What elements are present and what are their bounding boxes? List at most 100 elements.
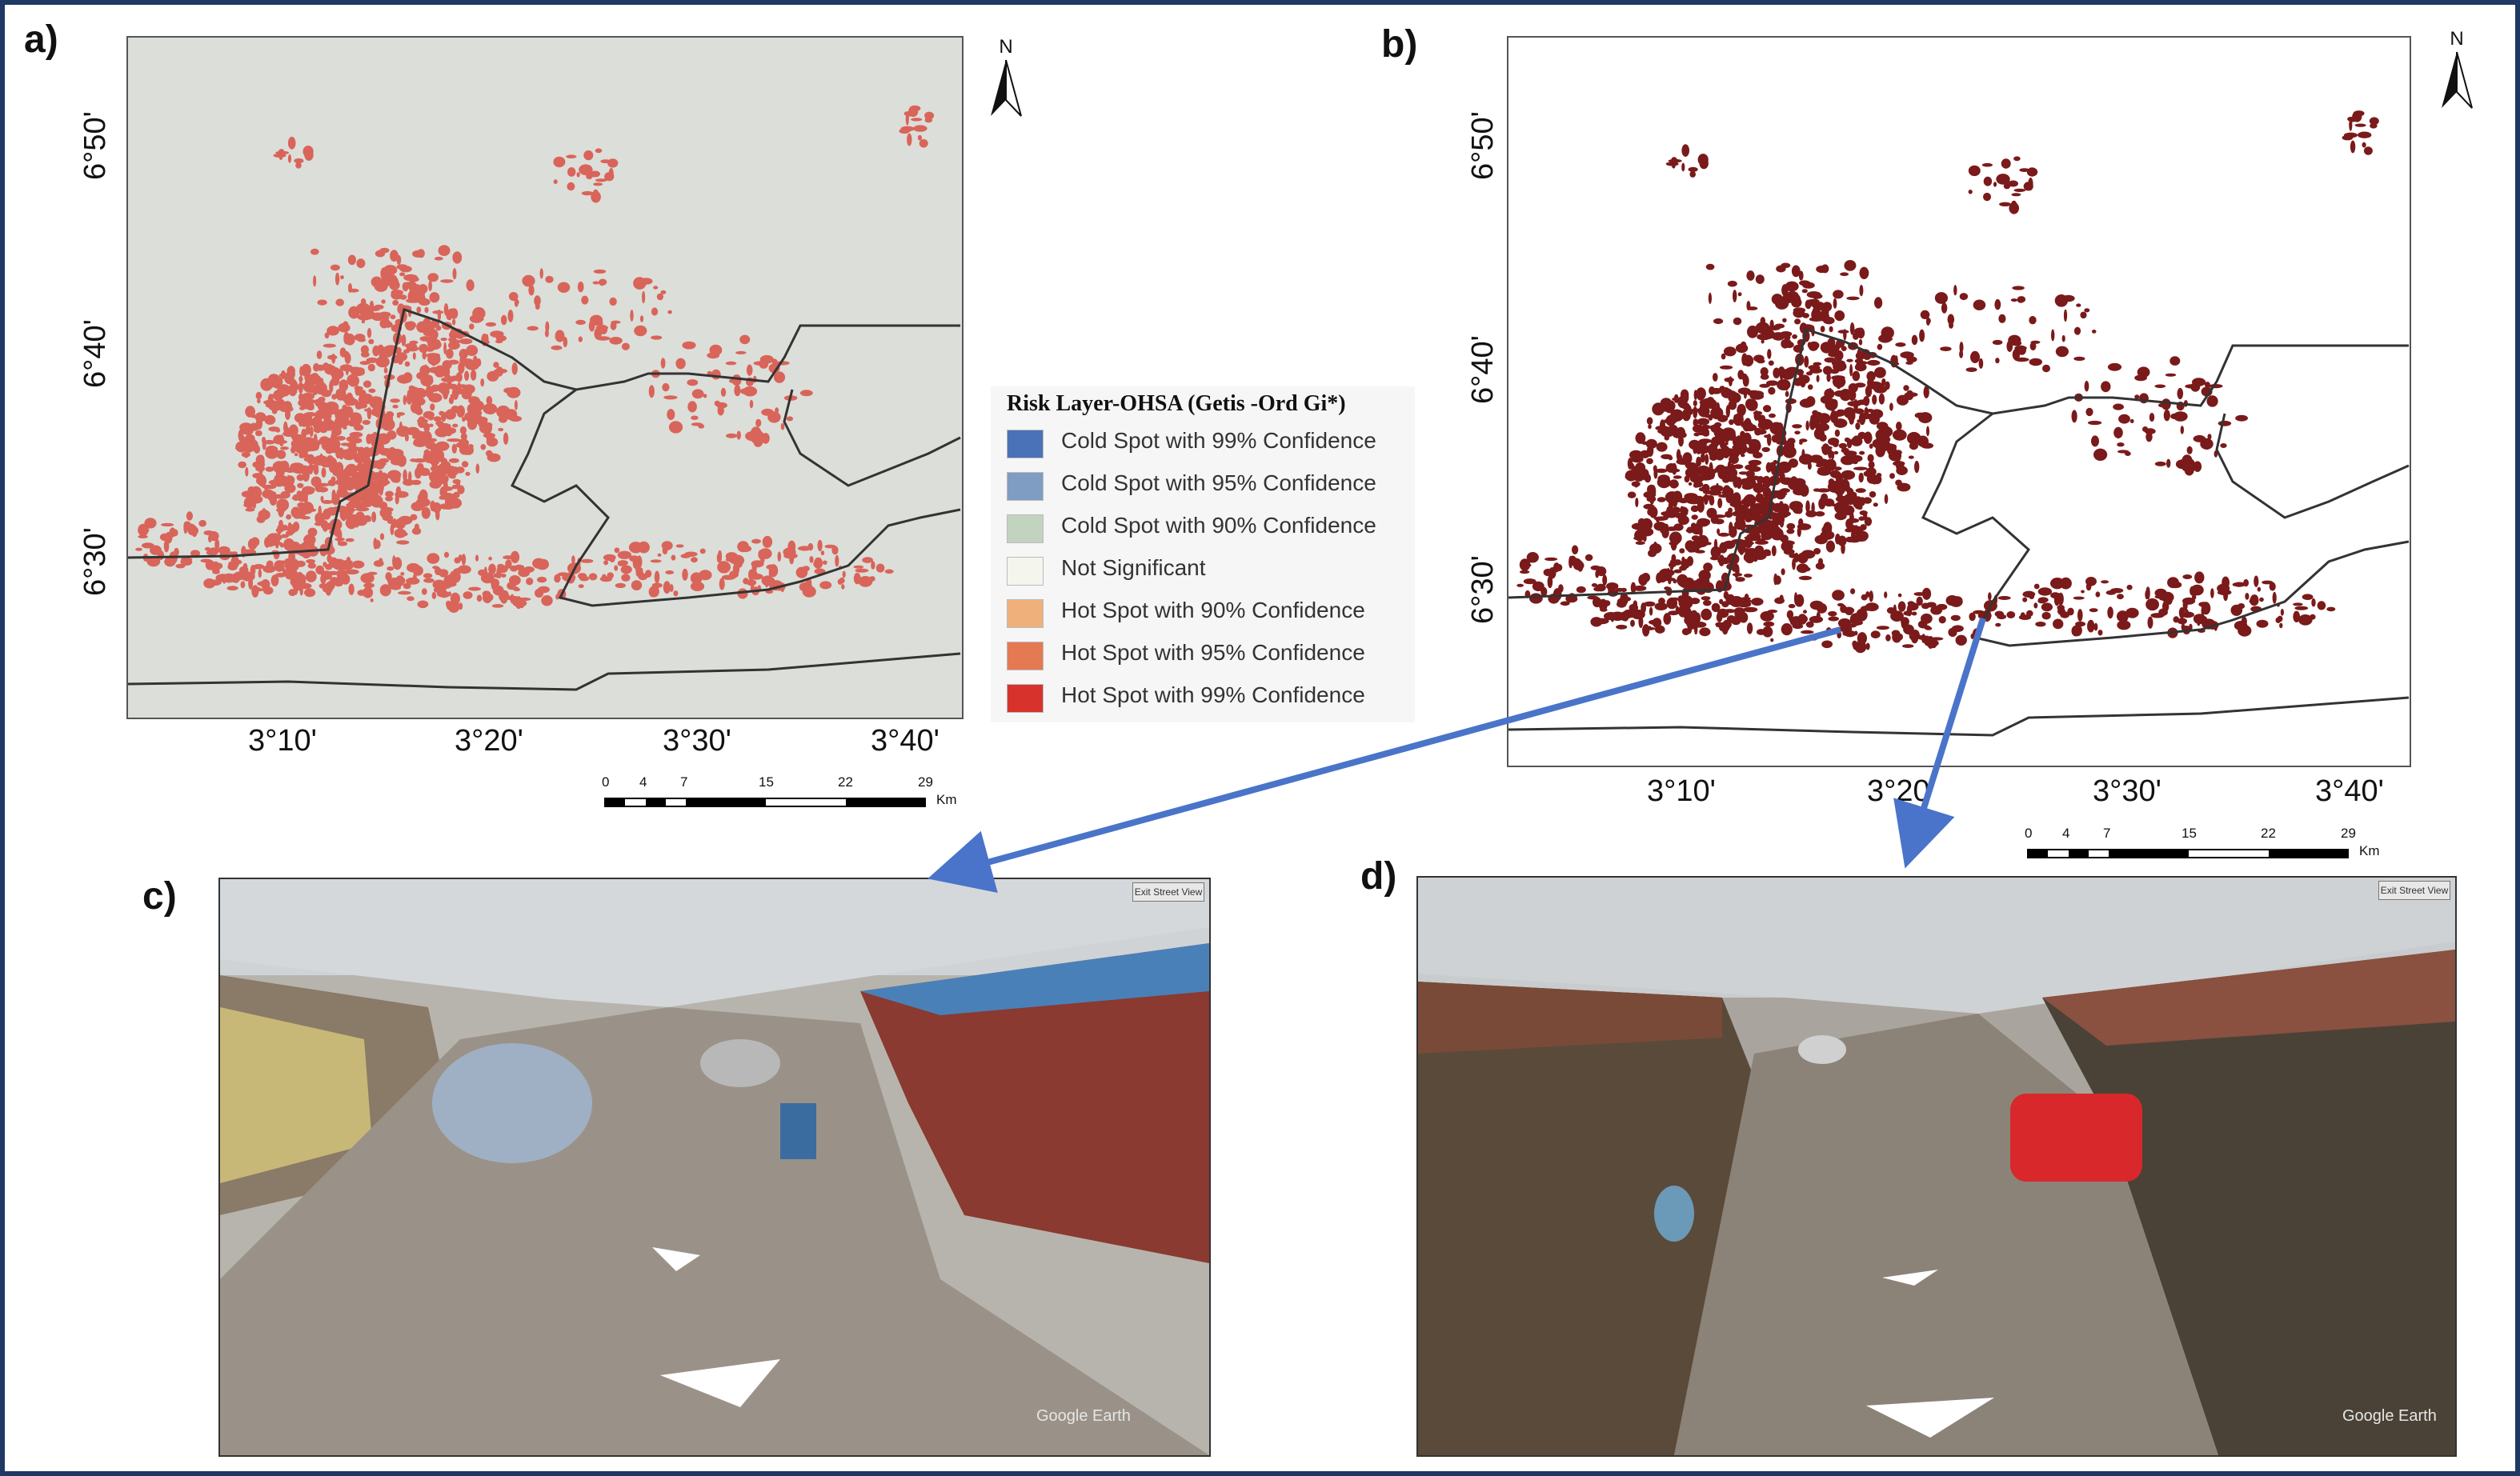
hotspot-patch: [599, 325, 608, 334]
hotspot-patch: [2166, 594, 2173, 605]
hotspot-patch: [448, 458, 459, 463]
hotspot-patch: [1809, 635, 1818, 641]
hotspot-patch: [1948, 627, 1957, 638]
hotspot-patch: [1805, 621, 1814, 628]
hotspot-patch: [1668, 424, 1679, 435]
hotspot-patch: [1911, 334, 1918, 346]
hotspot-patch: [607, 572, 614, 579]
hotspot-patch: [290, 438, 305, 450]
hotspot-patch: [301, 418, 315, 427]
lat-tick-a-2: 6°30': [78, 527, 112, 596]
hotspot-patch: [691, 422, 703, 426]
hotspot-patch: [1710, 546, 1721, 558]
hotspot-patch: [1845, 611, 1853, 616]
hotspot-patch: [445, 493, 457, 502]
hotspot-patch: [1738, 471, 1749, 475]
hotspot-patch: [653, 286, 659, 290]
hotspot-patch: [421, 506, 431, 519]
hotspot-patch: [417, 418, 428, 423]
hotspot-patch: [1693, 400, 1697, 407]
hotspot-patch: [2317, 601, 2326, 610]
hotspot-patch: [488, 563, 496, 574]
hotspot-patch: [726, 433, 737, 438]
hotspot-patch: [671, 554, 676, 561]
hotspot-patch: [419, 336, 432, 342]
hotspot-patch: [278, 519, 283, 529]
legend-item: Hot Spot with 95% Confidence: [999, 635, 1415, 672]
hotspot-patch: [2022, 597, 2028, 602]
legend-label: Hot Spot with 90% Confidence: [1061, 598, 1365, 622]
hotspot-patch: [298, 418, 303, 427]
hotspot-patch: [271, 409, 278, 414]
hotspot-patch: [1873, 502, 1878, 507]
hotspot-patch: [591, 190, 601, 203]
hotspot-patch: [2294, 606, 2309, 610]
hotspot-patch: [297, 502, 306, 508]
hotspot-patch: [575, 319, 586, 325]
hotspot-patch: [2081, 590, 2085, 594]
hotspot-patch: [1716, 402, 1721, 414]
hotspot-patch: [1692, 424, 1705, 433]
hotspot-patch: [2353, 110, 2365, 117]
exit-street-view-button[interactable]: Exit Street View: [1132, 882, 1204, 902]
map-legend: Risk Layer-OHSA (Getis -Ord Gi*) Cold Sp…: [991, 386, 1415, 722]
hotspot-patch: [1547, 575, 1553, 589]
hotspot-patch: [282, 452, 286, 458]
legend-swatch: [1007, 430, 1044, 458]
hotspot-patch: [1797, 614, 1807, 625]
hotspot-patch: [190, 550, 200, 557]
hotspot-patch: [1773, 459, 1778, 465]
hotspot-patch: [1872, 474, 1882, 485]
hotspot-patch: [1781, 568, 1785, 575]
hotspot-patch: [1930, 641, 1937, 649]
hotspot-patch: [448, 341, 460, 350]
hotspot-map-a[interactable]: [126, 36, 964, 719]
hotspot-patch: [345, 538, 355, 542]
hotspot-patch: [344, 569, 359, 575]
panel-label-c: c): [142, 875, 177, 918]
hotspot-patch: [335, 462, 344, 474]
hotspot-patch: [303, 412, 317, 417]
lon-tick-a-3: 3°40': [871, 724, 939, 758]
hotspot-patch: [819, 581, 832, 590]
hotspot-patch: [287, 487, 294, 492]
hotspot-patch: [1884, 494, 1889, 504]
street-view-photo-d[interactable]: Exit Street View Google Earth: [1416, 876, 2457, 1457]
hotspot-patch: [858, 576, 873, 587]
hotspot-patch: [2055, 346, 2069, 358]
hotspot-patch: [1725, 431, 1729, 445]
hotspot-patch: [680, 554, 691, 558]
hotspot-patch: [1532, 581, 1544, 592]
hotspot-patch: [313, 466, 319, 475]
hotspot-patch: [390, 470, 401, 483]
street-view-photo-c[interactable]: Exit Street View Google Earth: [218, 878, 1211, 1457]
hotspot-patch: [1755, 322, 1770, 334]
hotspot-patch: [412, 573, 417, 582]
hotspot-patch: [272, 380, 282, 389]
hotspot-patch: [595, 148, 603, 154]
hotspot-patch: [1780, 331, 1793, 337]
hotspot-patch: [673, 590, 679, 597]
hotspot-patch: [780, 422, 785, 430]
hotspot-patch: [1631, 609, 1645, 620]
hotspot-patch: [435, 566, 442, 575]
hotspot-patch: [2165, 373, 2177, 377]
hotspot-patch: [699, 548, 706, 554]
hotspot-patch: [1744, 537, 1753, 549]
exit-street-view-button[interactable]: Exit Street View: [2378, 881, 2450, 900]
hotspot-patch: [1696, 456, 1702, 467]
hotspot-patch: [348, 288, 359, 293]
hotspot-patch: [1876, 626, 1889, 630]
hotspot-patch: [278, 154, 283, 160]
hotspot-patch: [1701, 483, 1710, 494]
hotspot-patch: [387, 430, 397, 440]
hotspot-patch: [505, 409, 518, 421]
hotspot-patch: [2033, 583, 2040, 590]
hotspot-patch: [239, 422, 253, 433]
hotspot-patch: [2113, 403, 2124, 410]
hotspot-patch: [445, 501, 459, 507]
hotspot-patch: [1681, 162, 1685, 172]
hotspot-patch: [786, 416, 794, 422]
hotspot-map-b[interactable]: [1507, 36, 2411, 767]
